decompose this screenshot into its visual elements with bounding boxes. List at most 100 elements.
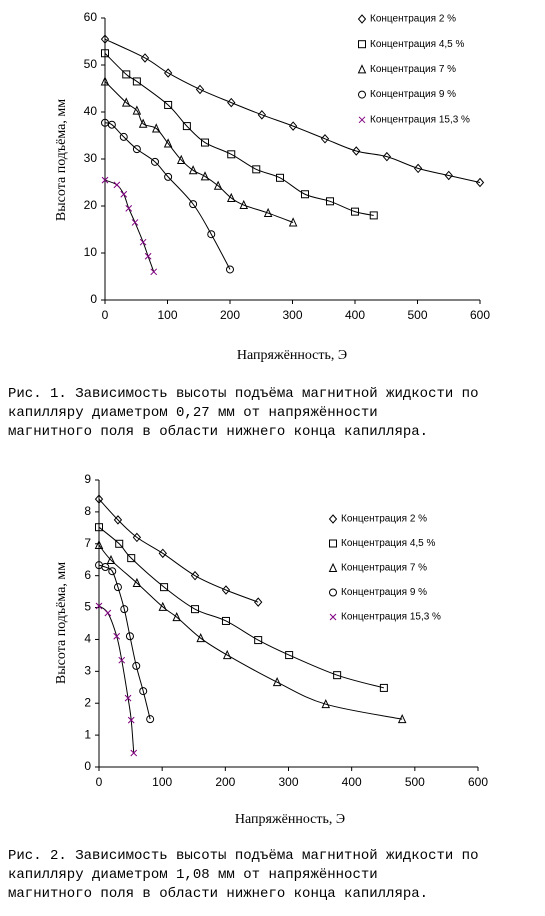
data-point [158, 601, 168, 611]
data-point [196, 632, 205, 643]
data-point [146, 715, 155, 724]
x-tick-label: 500 [405, 775, 425, 789]
y-tick-label: 7 [84, 536, 91, 550]
caption-line: Рис. 1. Зависимость высоты подъёма магни… [8, 385, 478, 402]
data-point [127, 716, 135, 724]
data-point [163, 138, 173, 148]
data-point [138, 118, 148, 128]
data-point [333, 671, 342, 680]
data-point [320, 134, 330, 144]
y-tick-label: 30 [84, 151, 98, 165]
data-point [369, 211, 378, 220]
legend-label: Концентрация 2 % [370, 14, 456, 25]
data-point [227, 150, 236, 159]
y-tick-label: 50 [84, 57, 98, 71]
data-point [132, 77, 141, 86]
x-tick-label: 600 [468, 775, 488, 789]
data-point [190, 570, 200, 581]
data-point [130, 749, 138, 757]
data-point [222, 649, 232, 660]
data-point [257, 110, 267, 120]
data-point [121, 97, 131, 107]
data-point [227, 97, 236, 108]
x-axis-title: Напряжённость, Э [235, 812, 345, 827]
data-point [172, 611, 181, 622]
trend-line [104, 81, 294, 223]
data-point [326, 197, 334, 206]
y-tick-label: 20 [84, 198, 98, 212]
data-point [101, 49, 109, 58]
data-point [160, 583, 169, 592]
data-point [144, 252, 152, 260]
legend-marker [328, 514, 338, 524]
data-point [115, 539, 124, 548]
data-point [226, 192, 236, 203]
x-tick-label: 400 [345, 308, 365, 322]
trend-line [104, 38, 481, 183]
trend-line [98, 526, 385, 689]
y-tick-label: 0 [84, 759, 91, 773]
data-point [113, 515, 123, 525]
x-tick-label: 500 [407, 308, 427, 322]
data-point [188, 165, 198, 175]
data-point [213, 180, 223, 190]
data-point [191, 605, 200, 614]
legend-label: Концентрация 15,3 % [370, 114, 470, 125]
data-point [164, 100, 173, 109]
legend-marker [328, 562, 338, 572]
data-point [288, 217, 298, 227]
legend-label: Концентрация 4,5 % [370, 39, 464, 50]
x-tick-label: 300 [278, 775, 298, 789]
data-point [113, 181, 121, 189]
data-point [106, 554, 116, 565]
data-point [221, 616, 230, 625]
legend-marker [358, 40, 366, 49]
data-point [163, 68, 173, 78]
data-point [94, 539, 104, 550]
data-point [263, 207, 273, 218]
data-point [158, 548, 167, 559]
data-point [475, 177, 485, 188]
y-tick-label: 4 [84, 632, 91, 646]
y-tick-label: 10 [84, 245, 98, 259]
legend-marker [358, 90, 366, 99]
data-point [164, 172, 173, 181]
data-point [272, 676, 282, 687]
data-point [107, 120, 116, 129]
data-point [101, 563, 110, 572]
data-point [201, 138, 209, 147]
x-tick-label: 200 [220, 308, 240, 322]
data-point [125, 632, 134, 641]
data-point [176, 154, 186, 164]
data-point [382, 151, 392, 162]
data-point [139, 238, 147, 246]
data-point [120, 605, 129, 614]
data-point [301, 190, 309, 199]
trend-line [104, 52, 374, 216]
data-point [113, 583, 122, 592]
data-point [182, 122, 191, 131]
legend-label: Концентрация 9 % [370, 89, 456, 100]
trend-line [98, 544, 403, 720]
y-tick-label: 5 [84, 600, 91, 614]
data-point [288, 121, 298, 131]
data-point [104, 609, 112, 617]
caption-line: капилляру диаметром 1,08 мм от напряжённ… [8, 867, 378, 883]
trend-line [98, 564, 151, 720]
legend-marker [357, 64, 367, 74]
legend-label: Концентрация 4,5 % [341, 538, 435, 549]
data-point [100, 34, 110, 44]
legend-label: Концентрация 2 % [341, 514, 427, 525]
data-point [413, 163, 423, 174]
data-point [321, 698, 331, 709]
data-point [276, 173, 284, 182]
data-point [221, 585, 231, 595]
caption-line: Рис. 2. Зависимость высоты подъёма магни… [8, 847, 478, 864]
data-point [127, 554, 136, 563]
y-axis-title: Высота подъёма, мм [54, 99, 69, 221]
caption-line: магнитного поля в области нижнего конца … [8, 885, 428, 902]
x-tick-label: 100 [152, 775, 172, 789]
data-point [151, 123, 161, 133]
